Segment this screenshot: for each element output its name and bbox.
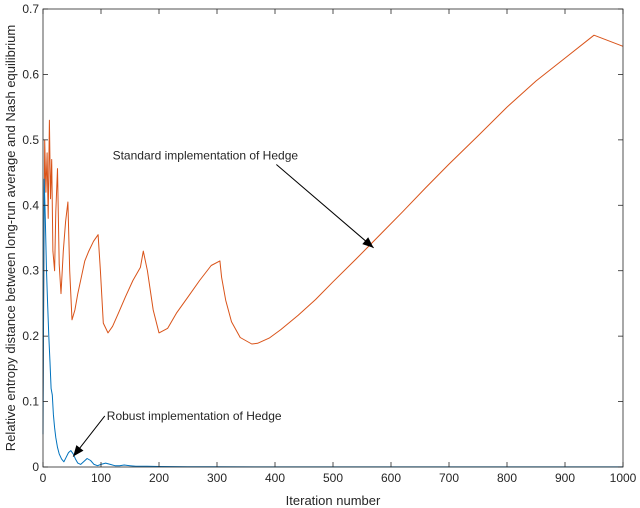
x-tick-label: 1000: [610, 471, 637, 485]
y-tick-label: 0.7: [22, 2, 39, 16]
y-tick-label: 0.1: [22, 395, 39, 409]
y-tick-label: 0: [32, 460, 39, 474]
annotation-text: Robust implementation of Hedge: [107, 409, 282, 423]
x-tick-label: 500: [323, 471, 343, 485]
y-tick-label: 0.2: [22, 329, 39, 343]
x-tick-label: 400: [265, 471, 285, 485]
x-tick-label: 700: [439, 471, 459, 485]
annotation-arrowhead: [362, 237, 374, 248]
annotation-text: Standard implementation of Hedge: [113, 148, 299, 162]
x-tick-label: 100: [91, 471, 111, 485]
series-line-1: [42, 34, 624, 402]
y-tick-label: 0.6: [22, 67, 39, 81]
y-tick-label: 0.3: [22, 264, 39, 278]
x-tick-label: 800: [497, 471, 517, 485]
x-tick-label: 600: [381, 471, 401, 485]
x-tick-label: 900: [555, 471, 575, 485]
annotation-arrowhead: [73, 445, 84, 457]
annotation-layer: Standard implementation of Hedge Robust i…: [72, 148, 374, 457]
y-axis-label: Relative entropy distance between long-r…: [3, 25, 18, 451]
x-tick-label: 300: [207, 471, 227, 485]
x-tick-label: 0: [40, 471, 47, 485]
y-tick-label: 0.4: [22, 198, 39, 212]
y-axis: 0 0.1 0.2 0.3 0.4 0.5 0.6 0.7: [22, 2, 623, 474]
y-tick-label: 0.5: [22, 133, 39, 147]
x-axis: 0 100 200 300 400 500 600 700 800 900 1000: [40, 9, 637, 485]
x-axis-label: Iteration number: [286, 493, 381, 508]
x-tick-label: 200: [149, 471, 169, 485]
annotation-arrow-line: [276, 164, 374, 249]
